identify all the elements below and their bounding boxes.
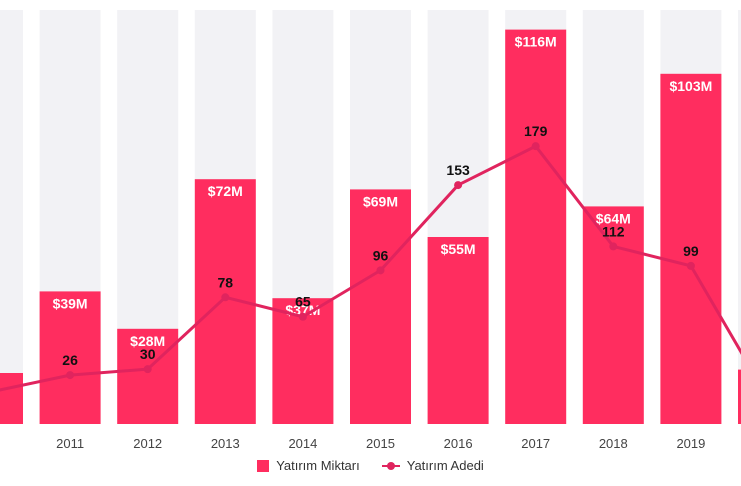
- bar-value-label: $72M: [208, 183, 243, 199]
- bar-value-label: $28M: [130, 333, 165, 349]
- point-value-label: 179: [524, 123, 548, 139]
- point-value-label: 153: [446, 162, 470, 178]
- legend-label-yatirim-adedi: Yatırım Adedi: [406, 458, 484, 473]
- bar-value-label: $116M: [515, 34, 557, 50]
- x-tick-label: 2015: [366, 436, 395, 451]
- x-tick-label: 2012: [133, 436, 162, 451]
- background-column: [0, 10, 23, 424]
- legend-swatch-bar: [257, 459, 270, 472]
- legend-item-yatirim-miktari[interactable]: Yatırım Miktarı: [257, 458, 360, 473]
- point-value-label: 78: [218, 274, 234, 290]
- line-point[interactable]: [66, 371, 75, 380]
- x-tick-label: 2018: [599, 436, 628, 451]
- bar[interactable]: [350, 189, 411, 424]
- legend-swatch-line: [381, 461, 400, 470]
- line-point[interactable]: [298, 312, 307, 321]
- x-tick-label: 2013: [211, 436, 240, 451]
- x-tick-label: 2019: [676, 436, 705, 451]
- line-point[interactable]: [376, 266, 385, 275]
- bar-value-label: $64M: [596, 210, 631, 226]
- line-point[interactable]: [609, 242, 618, 251]
- line-point[interactable]: [221, 293, 230, 302]
- line-point[interactable]: [686, 261, 695, 270]
- bar[interactable]: [39, 291, 101, 424]
- point-value-label: 30: [140, 346, 156, 362]
- x-tick-label: 2016: [444, 436, 473, 451]
- x-tick-label: 2014: [288, 436, 317, 451]
- line-point[interactable]: [454, 181, 463, 190]
- point-value-label: 65: [295, 294, 311, 310]
- bar[interactable]: [427, 237, 489, 424]
- point-value-label: 99: [683, 243, 699, 259]
- line-point[interactable]: [143, 365, 152, 374]
- bar-value-label: $69M: [363, 193, 398, 209]
- point-value-label: 26: [62, 352, 78, 368]
- point-value-label: 96: [373, 247, 389, 263]
- point-value-label: 112: [602, 223, 625, 239]
- background-column: [738, 10, 741, 424]
- bar[interactable]: [738, 369, 741, 424]
- x-tick-label: 2017: [521, 436, 550, 451]
- x-tick-label: 2011: [56, 436, 84, 451]
- line-point[interactable]: [531, 142, 540, 151]
- legend-item-yatirim-adedi[interactable]: Yatırım Adedi: [381, 458, 484, 473]
- bar[interactable]: [117, 328, 179, 424]
- bar[interactable]: [0, 373, 23, 424]
- bar-value-label: $39M: [53, 295, 88, 311]
- legend-label-yatirim-miktari: Yatırım Miktarı: [276, 458, 360, 473]
- bar-value-label: $103M: [669, 78, 712, 94]
- legend: Yatırım Miktarı Yatırım Adedi: [0, 458, 741, 473]
- bar-value-label: $55M: [441, 241, 476, 257]
- bar[interactable]: [660, 73, 722, 425]
- bar[interactable]: [505, 29, 567, 424]
